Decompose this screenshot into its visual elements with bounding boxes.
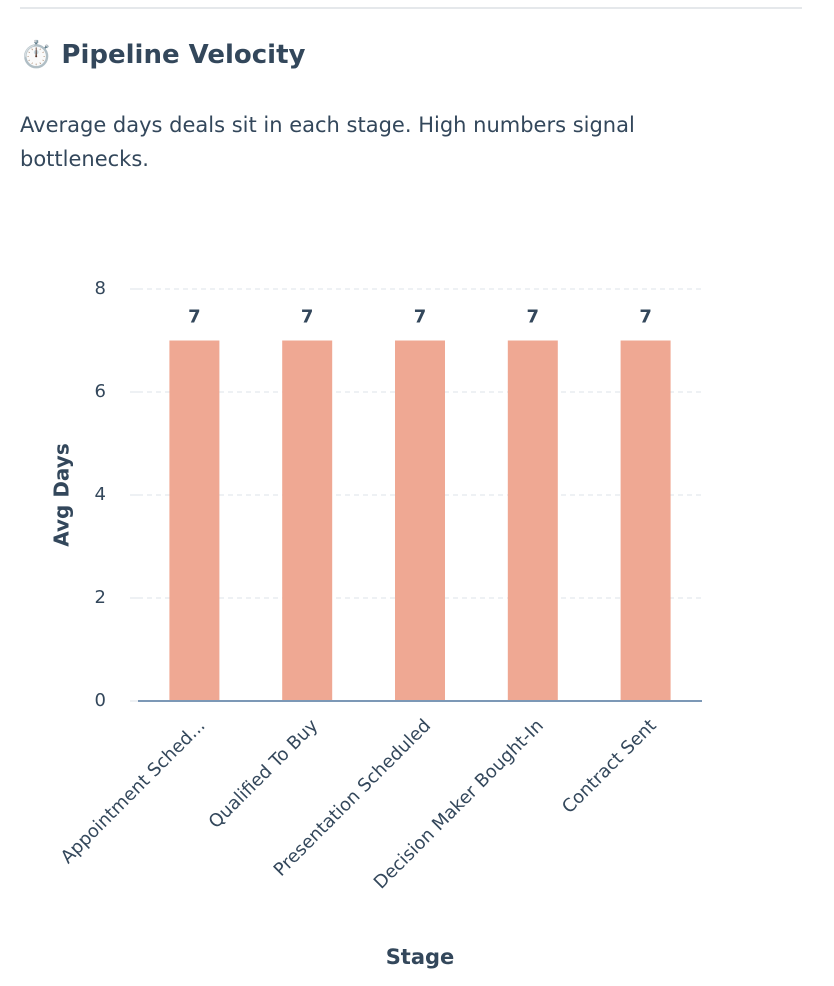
y-axis-title: Avg Days: [50, 443, 74, 547]
value-label: 7: [414, 307, 427, 328]
divider: [20, 7, 802, 9]
bar: [395, 340, 445, 701]
x-axis-title: Stage: [386, 945, 455, 969]
y-tick-label: 0: [95, 690, 106, 711]
chart-subtitle: Average days deals sit in each stage. Hi…: [20, 113, 635, 171]
x-tick-label: Appointment Sched...: [57, 715, 210, 868]
y-tick-label: 8: [95, 278, 106, 299]
y-tick-label: 2: [95, 587, 106, 608]
value-label: 7: [188, 307, 201, 328]
chart-title: ⏱️ Pipeline Velocity: [20, 40, 306, 70]
value-label: 7: [527, 307, 540, 328]
value-label: 7: [639, 307, 652, 328]
bar: [282, 340, 333, 701]
value-label: 7: [301, 307, 314, 328]
x-tick-label: Contract Sent: [558, 715, 661, 818]
bar: [620, 340, 671, 701]
bar: [507, 340, 558, 701]
x-tick-label: Qualified To Buy: [205, 715, 323, 833]
y-tick-label: 6: [95, 381, 106, 402]
bar: [169, 340, 220, 701]
y-tick-label: 4: [95, 484, 106, 505]
